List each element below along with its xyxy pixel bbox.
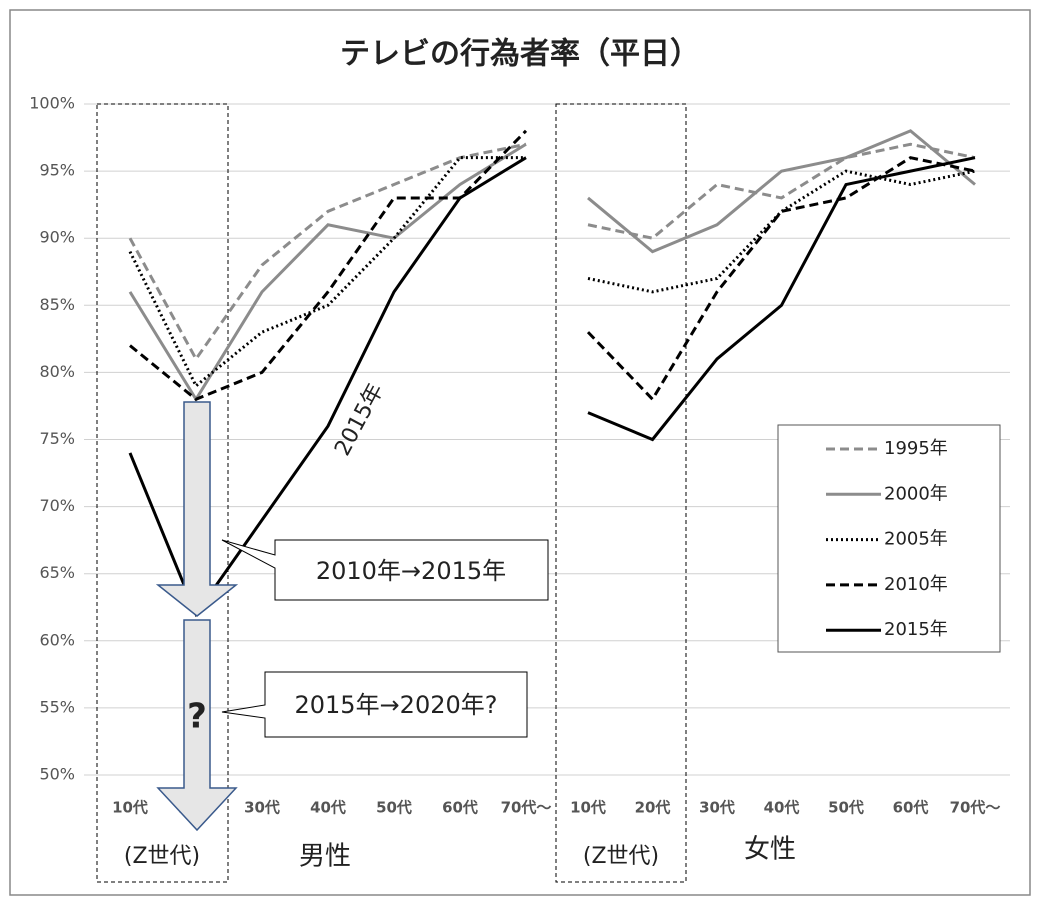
series-line	[586, 156, 976, 402]
x-tick-label: 70代～	[950, 799, 1001, 817]
y-tick-label: 85%	[39, 295, 75, 314]
x-tick-label: 20代	[635, 799, 671, 817]
series-line	[587, 156, 976, 442]
series-line	[587, 142, 976, 240]
y-tick-label: 60%	[39, 630, 75, 649]
z-box	[555, 103, 687, 883]
question-mark: ?	[187, 697, 207, 737]
legend-label: 2010年	[884, 574, 948, 595]
z-box	[96, 103, 229, 883]
series-line	[587, 169, 976, 294]
x-tick-label: 70代～	[501, 799, 552, 817]
y-tick-label: 75%	[39, 429, 75, 448]
series-line	[128, 156, 526, 389]
x-tick-label: 60代	[442, 799, 478, 817]
legend-box	[777, 424, 1001, 653]
arrow	[156, 619, 238, 832]
callout	[221, 671, 528, 738]
legend-label: 1995年	[884, 438, 948, 459]
x-tick-label: 10代	[112, 799, 148, 817]
x-tick-label: 60代	[893, 799, 929, 817]
callout	[221, 539, 549, 601]
y-tick-label: 55%	[39, 697, 75, 716]
x-tick-label: 30代	[244, 799, 280, 817]
callout-text: 2015年→2020年?	[294, 691, 497, 719]
arrow	[155, 401, 239, 617]
x-tick-label: 30代	[699, 799, 735, 817]
series-line	[128, 142, 527, 362]
y-tick-label: 90%	[39, 228, 75, 247]
x-axis-label: 男性	[299, 842, 351, 872]
y-tick-label: 80%	[39, 362, 75, 381]
legend-label: 2000年	[884, 483, 948, 504]
x-tick-label: 50代	[376, 799, 412, 817]
z-label: (Z世代)	[124, 844, 200, 869]
x-tick-label: 50代	[828, 799, 864, 817]
y-tick-label: 95%	[39, 161, 75, 180]
x-tick-label: 40代	[310, 799, 346, 817]
legend-label: 2005年	[884, 529, 948, 550]
y-tick-label: 70%	[39, 496, 75, 515]
legend-label: 2015年	[884, 619, 948, 640]
z-label: (Z世代)	[583, 844, 659, 869]
y-tick-label: 65%	[39, 563, 75, 582]
callout-text: 2010年→2015年	[316, 557, 506, 585]
chart-title: テレビの行為者率（平日）	[340, 37, 700, 72]
series-line	[587, 129, 976, 254]
x-tick-label: 40代	[764, 799, 800, 817]
x-axis-label: 女性	[744, 835, 796, 865]
x-tick-label: 10代	[570, 799, 606, 817]
y-tick-label: 100%	[29, 94, 75, 113]
y-tick-label: 50%	[39, 765, 75, 784]
